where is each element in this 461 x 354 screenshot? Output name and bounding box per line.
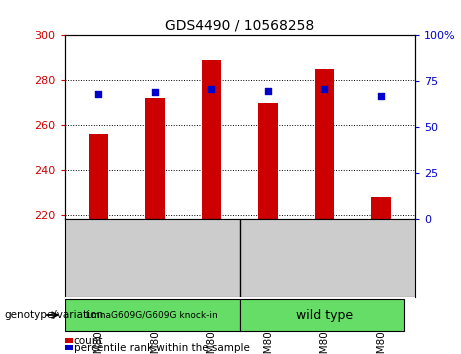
Bar <box>145 98 165 219</box>
Title: GDS4490 / 10568258: GDS4490 / 10568258 <box>165 19 314 33</box>
Bar <box>314 69 334 219</box>
Bar <box>371 197 391 219</box>
Point <box>95 91 102 97</box>
Text: LmnaG609G/G609G knock-in: LmnaG609G/G609G knock-in <box>86 310 218 320</box>
Bar <box>201 60 221 219</box>
Text: genotype/variation: genotype/variation <box>5 310 104 320</box>
Bar <box>89 134 108 219</box>
Point <box>151 90 159 95</box>
Bar <box>258 103 278 219</box>
Text: percentile rank within the sample: percentile rank within the sample <box>74 343 250 353</box>
Point <box>264 88 272 93</box>
Bar <box>65 299 240 331</box>
Point <box>208 86 215 92</box>
Text: wild type: wild type <box>296 309 353 321</box>
Point <box>377 93 384 99</box>
Point <box>321 86 328 92</box>
Text: count: count <box>74 336 103 346</box>
Bar <box>240 299 403 331</box>
